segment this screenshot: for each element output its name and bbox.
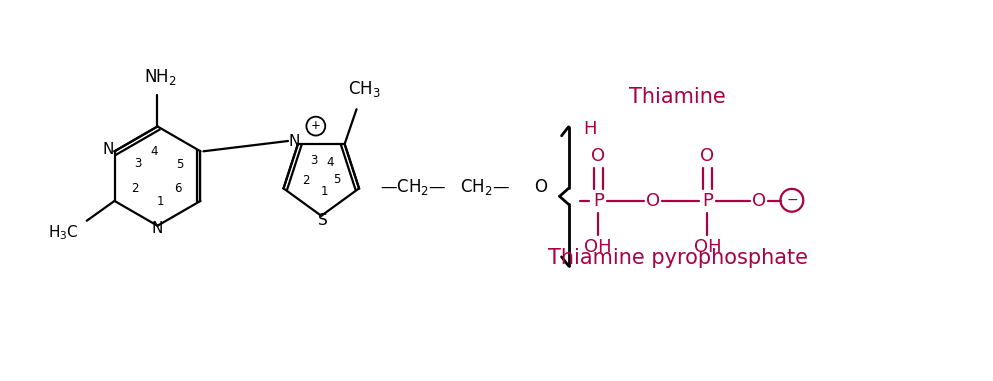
Text: O: O bbox=[534, 178, 547, 196]
Text: O: O bbox=[700, 147, 715, 165]
Text: 5: 5 bbox=[334, 173, 341, 186]
Text: N: N bbox=[152, 221, 163, 236]
Text: O: O bbox=[752, 192, 767, 210]
Text: H$_3$C: H$_3$C bbox=[48, 223, 78, 242]
Text: NH$_2$: NH$_2$ bbox=[144, 67, 177, 87]
Text: —CH$_2$—: —CH$_2$— bbox=[380, 178, 447, 197]
Text: 2: 2 bbox=[302, 174, 310, 187]
Text: Thiamine: Thiamine bbox=[630, 87, 726, 107]
Text: 4: 4 bbox=[327, 156, 334, 169]
Text: 1: 1 bbox=[321, 186, 328, 199]
Text: CH$_2$—: CH$_2$— bbox=[460, 178, 510, 197]
Text: N: N bbox=[103, 142, 114, 157]
Text: 3: 3 bbox=[134, 157, 141, 170]
Text: OH: OH bbox=[694, 238, 721, 256]
Text: N: N bbox=[288, 133, 300, 149]
Text: O: O bbox=[645, 192, 660, 210]
Text: S: S bbox=[319, 213, 328, 228]
Text: 6: 6 bbox=[175, 182, 182, 195]
Text: 4: 4 bbox=[151, 145, 158, 158]
Text: P: P bbox=[702, 192, 713, 210]
Text: O: O bbox=[591, 147, 606, 165]
Text: H: H bbox=[584, 120, 597, 138]
Text: +: + bbox=[311, 118, 321, 131]
Text: 5: 5 bbox=[177, 158, 184, 171]
Text: −: − bbox=[786, 193, 797, 207]
Text: P: P bbox=[593, 192, 604, 210]
Text: CH$_3$: CH$_3$ bbox=[349, 79, 381, 99]
Text: 1: 1 bbox=[157, 195, 164, 208]
Text: 3: 3 bbox=[311, 154, 318, 167]
Text: Thiamine pyrophosphate: Thiamine pyrophosphate bbox=[548, 248, 807, 268]
Text: OH: OH bbox=[585, 238, 612, 256]
Text: 2: 2 bbox=[131, 182, 139, 195]
